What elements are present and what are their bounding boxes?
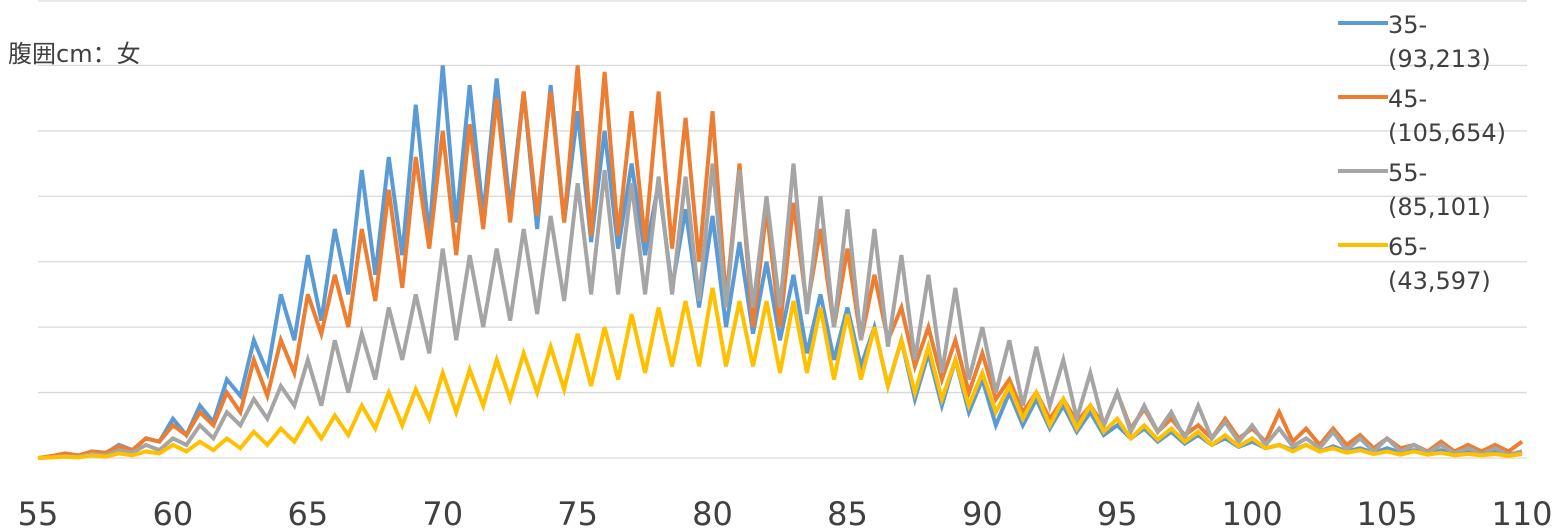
x-tick-label: 95 [1097,495,1138,530]
x-tick-label: 55 [18,495,59,530]
x-tick-label: 65 [287,495,328,530]
x-tick-label: 90 [962,495,1003,530]
legend-entry: 65- (43,597) [1338,230,1548,298]
x-tick-label: 60 [153,495,194,530]
legend-entry: 45- (105,654) [1338,82,1548,150]
legend-swatch [1338,243,1388,247]
series-line [37,65,1524,460]
legend-entry: 55- (85,101) [1338,156,1548,224]
x-tick-label: 100 [1222,495,1283,530]
legend-swatch [1338,95,1388,99]
legend-label: 55- (85,101) [1388,159,1491,221]
x-tick-label: 105 [1357,495,1418,530]
x-tick-label: 70 [422,495,463,530]
series-line [37,287,1523,460]
x-tick-label: 85 [827,495,868,530]
legend-entry: 35- (93,213) [1338,8,1548,76]
x-tick-label: 110 [1491,495,1552,530]
legend-label: 45- (105,654) [1388,85,1506,147]
legend-swatch [1338,169,1388,173]
legend-label: 65- (43,597) [1388,233,1491,295]
x-tick-label: 80 [692,495,733,530]
legend: 35- (93,213) 45- (105,654) 55- (85,101) 65-… [1338,8,1548,304]
legend-label: 35- (93,213) [1388,11,1491,73]
x-tick-label: 75 [557,495,598,530]
chart-title: 腹囲cm：女 [8,40,141,68]
series-line [37,163,1523,460]
legend-swatch [1338,21,1388,25]
